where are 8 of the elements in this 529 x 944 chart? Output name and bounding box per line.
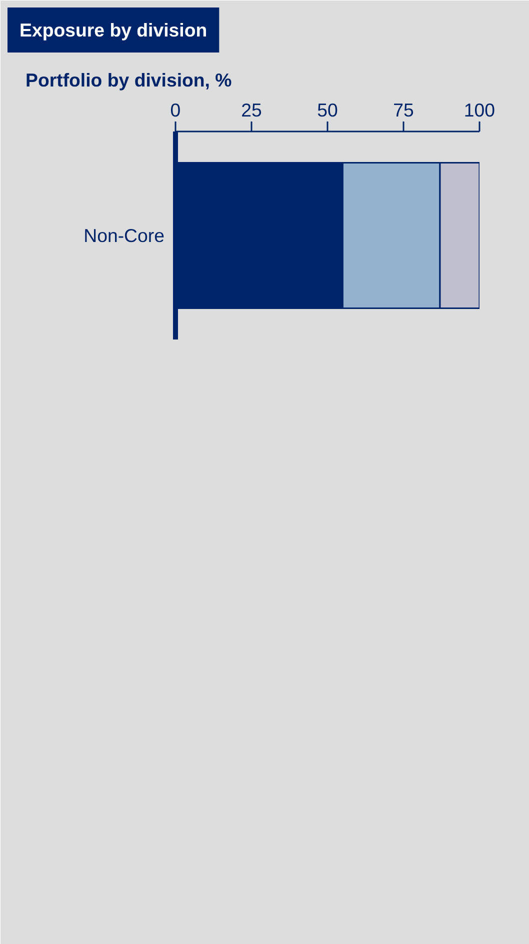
x-tick-label: 100 [464,100,496,120]
x-tick-label: 0 [170,100,181,120]
chart-title: Exposure by division [20,20,208,40]
x-tick-label: 50 [317,100,338,120]
chart-subtitle: Portfolio by division, % [26,70,232,90]
y-tick-label: Non-Core [84,225,164,246]
x-tick-label: 25 [241,100,262,120]
x-tick-label: 75 [393,100,414,120]
